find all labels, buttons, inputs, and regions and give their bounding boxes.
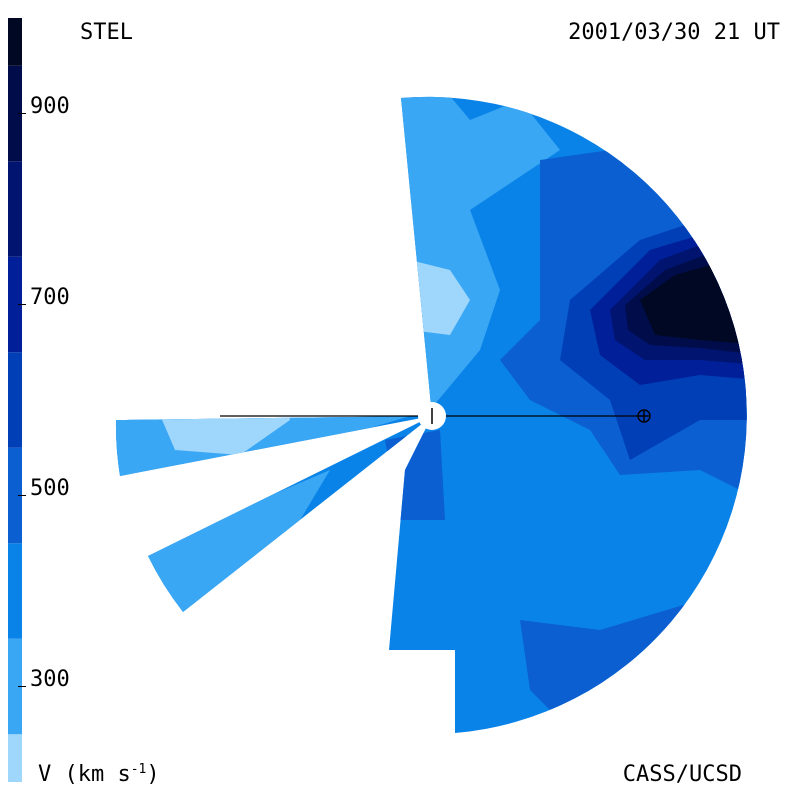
credit-label: CASS/UCSD (622, 762, 742, 787)
colorbar-band-1 (8, 638, 22, 735)
colorbar-tick-label-0: 900 (30, 93, 70, 119)
level-200-250 (145, 260, 290, 455)
colorbar-band-7 (8, 65, 22, 162)
colorbar-band-5 (8, 256, 22, 353)
colorbar-tick-label-3: 300 (30, 666, 70, 692)
colorbar-unit-label: V (km s-1) (38, 762, 160, 787)
colorbar-band-6 (8, 161, 22, 257)
colorbar-band-4 (8, 352, 22, 448)
colorbar-band-0 (8, 734, 22, 782)
level-250-350-b (140, 470, 330, 620)
source-label: STEL (80, 20, 133, 45)
colorbar-band-8 (8, 18, 22, 66)
level-450-550-c (385, 430, 445, 520)
colorbar-tick-label-1: 700 (30, 284, 70, 310)
colorbar-tick-label-2: 500 (30, 475, 70, 501)
timestamp-label: 2001/03/30 21 UT (568, 20, 780, 45)
colorbar-band-2 (8, 543, 22, 639)
earth-marker (637, 409, 651, 423)
colorbar-band-3 (8, 447, 22, 544)
